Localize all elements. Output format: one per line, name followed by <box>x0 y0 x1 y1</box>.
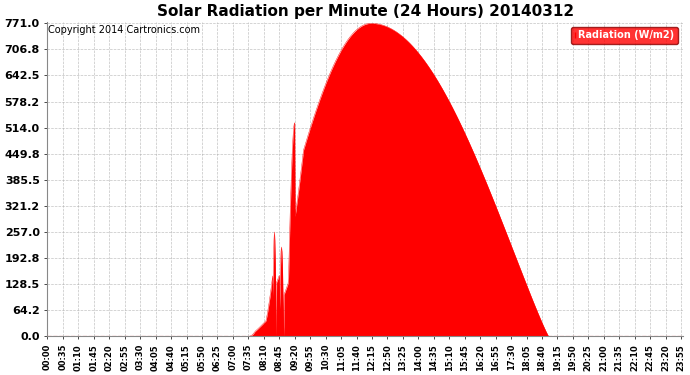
Title: Solar Radiation per Minute (24 Hours) 20140312: Solar Radiation per Minute (24 Hours) 20… <box>157 4 573 19</box>
Legend: Radiation (W/m2): Radiation (W/m2) <box>571 27 678 44</box>
Text: Copyright 2014 Cartronics.com: Copyright 2014 Cartronics.com <box>48 25 200 35</box>
